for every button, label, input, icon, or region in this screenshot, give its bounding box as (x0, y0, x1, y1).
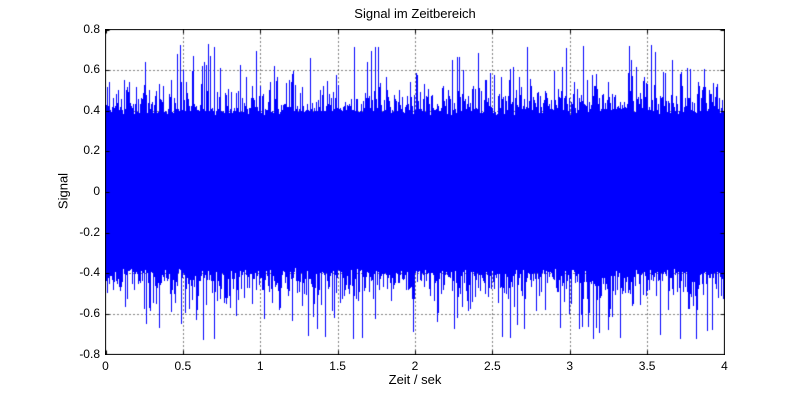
x-tick-label: 4 (721, 359, 728, 373)
y-tick-label: 0.8 (83, 21, 100, 36)
x-axis-label: Zeit / sek (388, 372, 442, 387)
y-tick-label: -0.6 (79, 305, 100, 320)
y-tick-label: -0.2 (79, 224, 100, 239)
x-tick-label: 2 (411, 359, 419, 373)
plot-area-canvas (105, 29, 725, 355)
plot-title: Signal im Zeitbereich (354, 6, 476, 21)
x-tick-label: 0.5 (174, 359, 192, 373)
x-tick-label: 1.5 (329, 359, 346, 373)
x-tick-label: 0 (102, 359, 109, 373)
y-tick-label: -0.8 (79, 346, 100, 361)
y-tick-label: 0.2 (83, 143, 100, 158)
x-tick-label: 3.5 (638, 359, 656, 373)
x-tick-label: 2.5 (484, 359, 501, 373)
y-tick-label: -0.4 (79, 265, 100, 280)
x-tick-label: 3 (566, 359, 574, 373)
y-tick-label: 0.4 (83, 102, 100, 117)
y-tick-label: 0.6 (83, 62, 100, 77)
x-tick-label: 1 (256, 359, 264, 373)
y-tick-label: 0 (93, 184, 100, 198)
